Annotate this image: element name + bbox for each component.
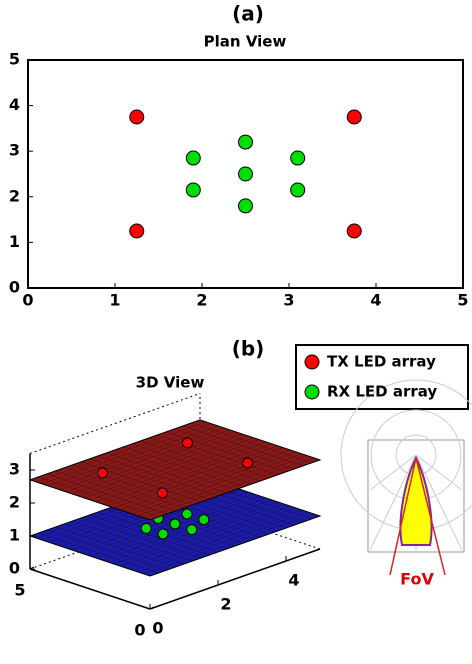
point xyxy=(186,151,200,165)
point xyxy=(141,523,151,533)
x-tick-label: 3 xyxy=(283,291,294,310)
x-tick-label: 0 xyxy=(22,291,33,310)
panel-label: (b) xyxy=(232,337,265,361)
point xyxy=(187,525,197,535)
point xyxy=(199,515,209,525)
point xyxy=(239,199,253,213)
chart-title: 3D View xyxy=(136,374,205,392)
point xyxy=(183,438,193,448)
figure: (a) Plan View (b) 3D View FoV 0 1 2 3 4 5 0 1 2 3… xyxy=(0,0,472,660)
point xyxy=(239,167,253,181)
x-tick-label: 2 xyxy=(220,595,231,614)
x-tick-label: 4 xyxy=(288,571,299,590)
y-tick-label: 0 xyxy=(9,278,20,297)
legend-marker xyxy=(305,385,319,399)
point xyxy=(158,488,168,498)
x-tick-label: 1 xyxy=(109,291,120,310)
z-tick-label: 3 xyxy=(9,460,20,479)
y-tick-label: 3 xyxy=(9,141,20,160)
y-tick-label: 0 xyxy=(134,621,145,640)
x-tick-label: 0 xyxy=(152,619,163,638)
point xyxy=(186,183,200,197)
legend-label: RX LED array xyxy=(327,383,437,401)
panel-label: (a) xyxy=(232,2,264,26)
point xyxy=(182,509,192,519)
point xyxy=(130,224,144,238)
point xyxy=(291,183,305,197)
z-tick-label: 0 xyxy=(9,559,20,578)
point xyxy=(239,135,253,149)
point xyxy=(170,519,180,529)
z-tick-label: 2 xyxy=(9,493,20,512)
point xyxy=(347,224,361,238)
point xyxy=(130,110,144,124)
y-tick-label: 4 xyxy=(9,95,20,114)
y-tick-label: 5 xyxy=(9,50,20,69)
point xyxy=(291,151,305,165)
point xyxy=(158,529,168,539)
y-tick-label: 5 xyxy=(14,581,25,600)
point xyxy=(347,110,361,124)
point xyxy=(98,468,108,478)
z-tick-label: 1 xyxy=(9,526,20,545)
x-tick-label: 2 xyxy=(196,291,207,310)
x-tick-label: 4 xyxy=(370,291,381,310)
point xyxy=(243,458,253,468)
x-tick-label: 5 xyxy=(457,291,468,310)
axis-line xyxy=(30,569,150,609)
y-tick-label: 1 xyxy=(9,232,20,251)
annotation: FoV xyxy=(400,570,434,589)
legend-marker xyxy=(305,355,319,369)
y-tick-label: 2 xyxy=(9,186,20,205)
legend-label: TX LED array xyxy=(327,353,436,371)
chart-title: Plan View xyxy=(204,33,287,51)
